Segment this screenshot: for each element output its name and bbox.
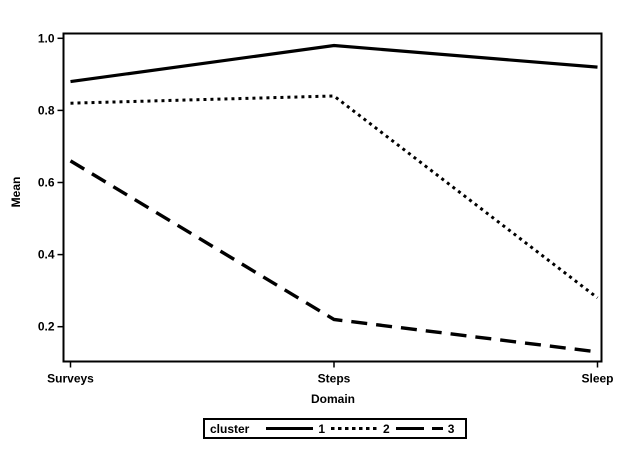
x-tick-label: Steps <box>318 372 351 386</box>
y-tick-label: 0.8 <box>38 103 55 117</box>
legend-line-sample-dashed-icon <box>395 427 443 430</box>
series-line-1 <box>70 43 598 84</box>
y-tick-label: 0.4 <box>38 248 55 262</box>
legend-line-sample-dotted-icon <box>331 427 379 430</box>
x-axis-title: Domain <box>310 392 356 406</box>
y-tick-label: 0.6 <box>38 176 55 190</box>
y-tick-label: 1.0 <box>38 31 55 45</box>
legend-title: cluster <box>210 421 250 436</box>
series-line-2 <box>70 94 599 300</box>
y-axis-title: Mean <box>9 176 23 208</box>
legend-entry-label-3: 3 <box>447 421 455 436</box>
legend-line-sample-solid-icon <box>266 427 314 430</box>
legend: cluster 1 2 3 <box>203 418 467 439</box>
y-tick-label: 0.2 <box>38 320 55 334</box>
x-tick-label: Surveys <box>47 372 94 386</box>
plot-frame <box>62 32 603 363</box>
legend-entry-label-1: 1 <box>318 421 326 436</box>
x-tick-label: Sleep <box>581 372 613 386</box>
series-line-3 <box>69 159 598 354</box>
legend-entry-label-2: 2 <box>383 421 390 436</box>
